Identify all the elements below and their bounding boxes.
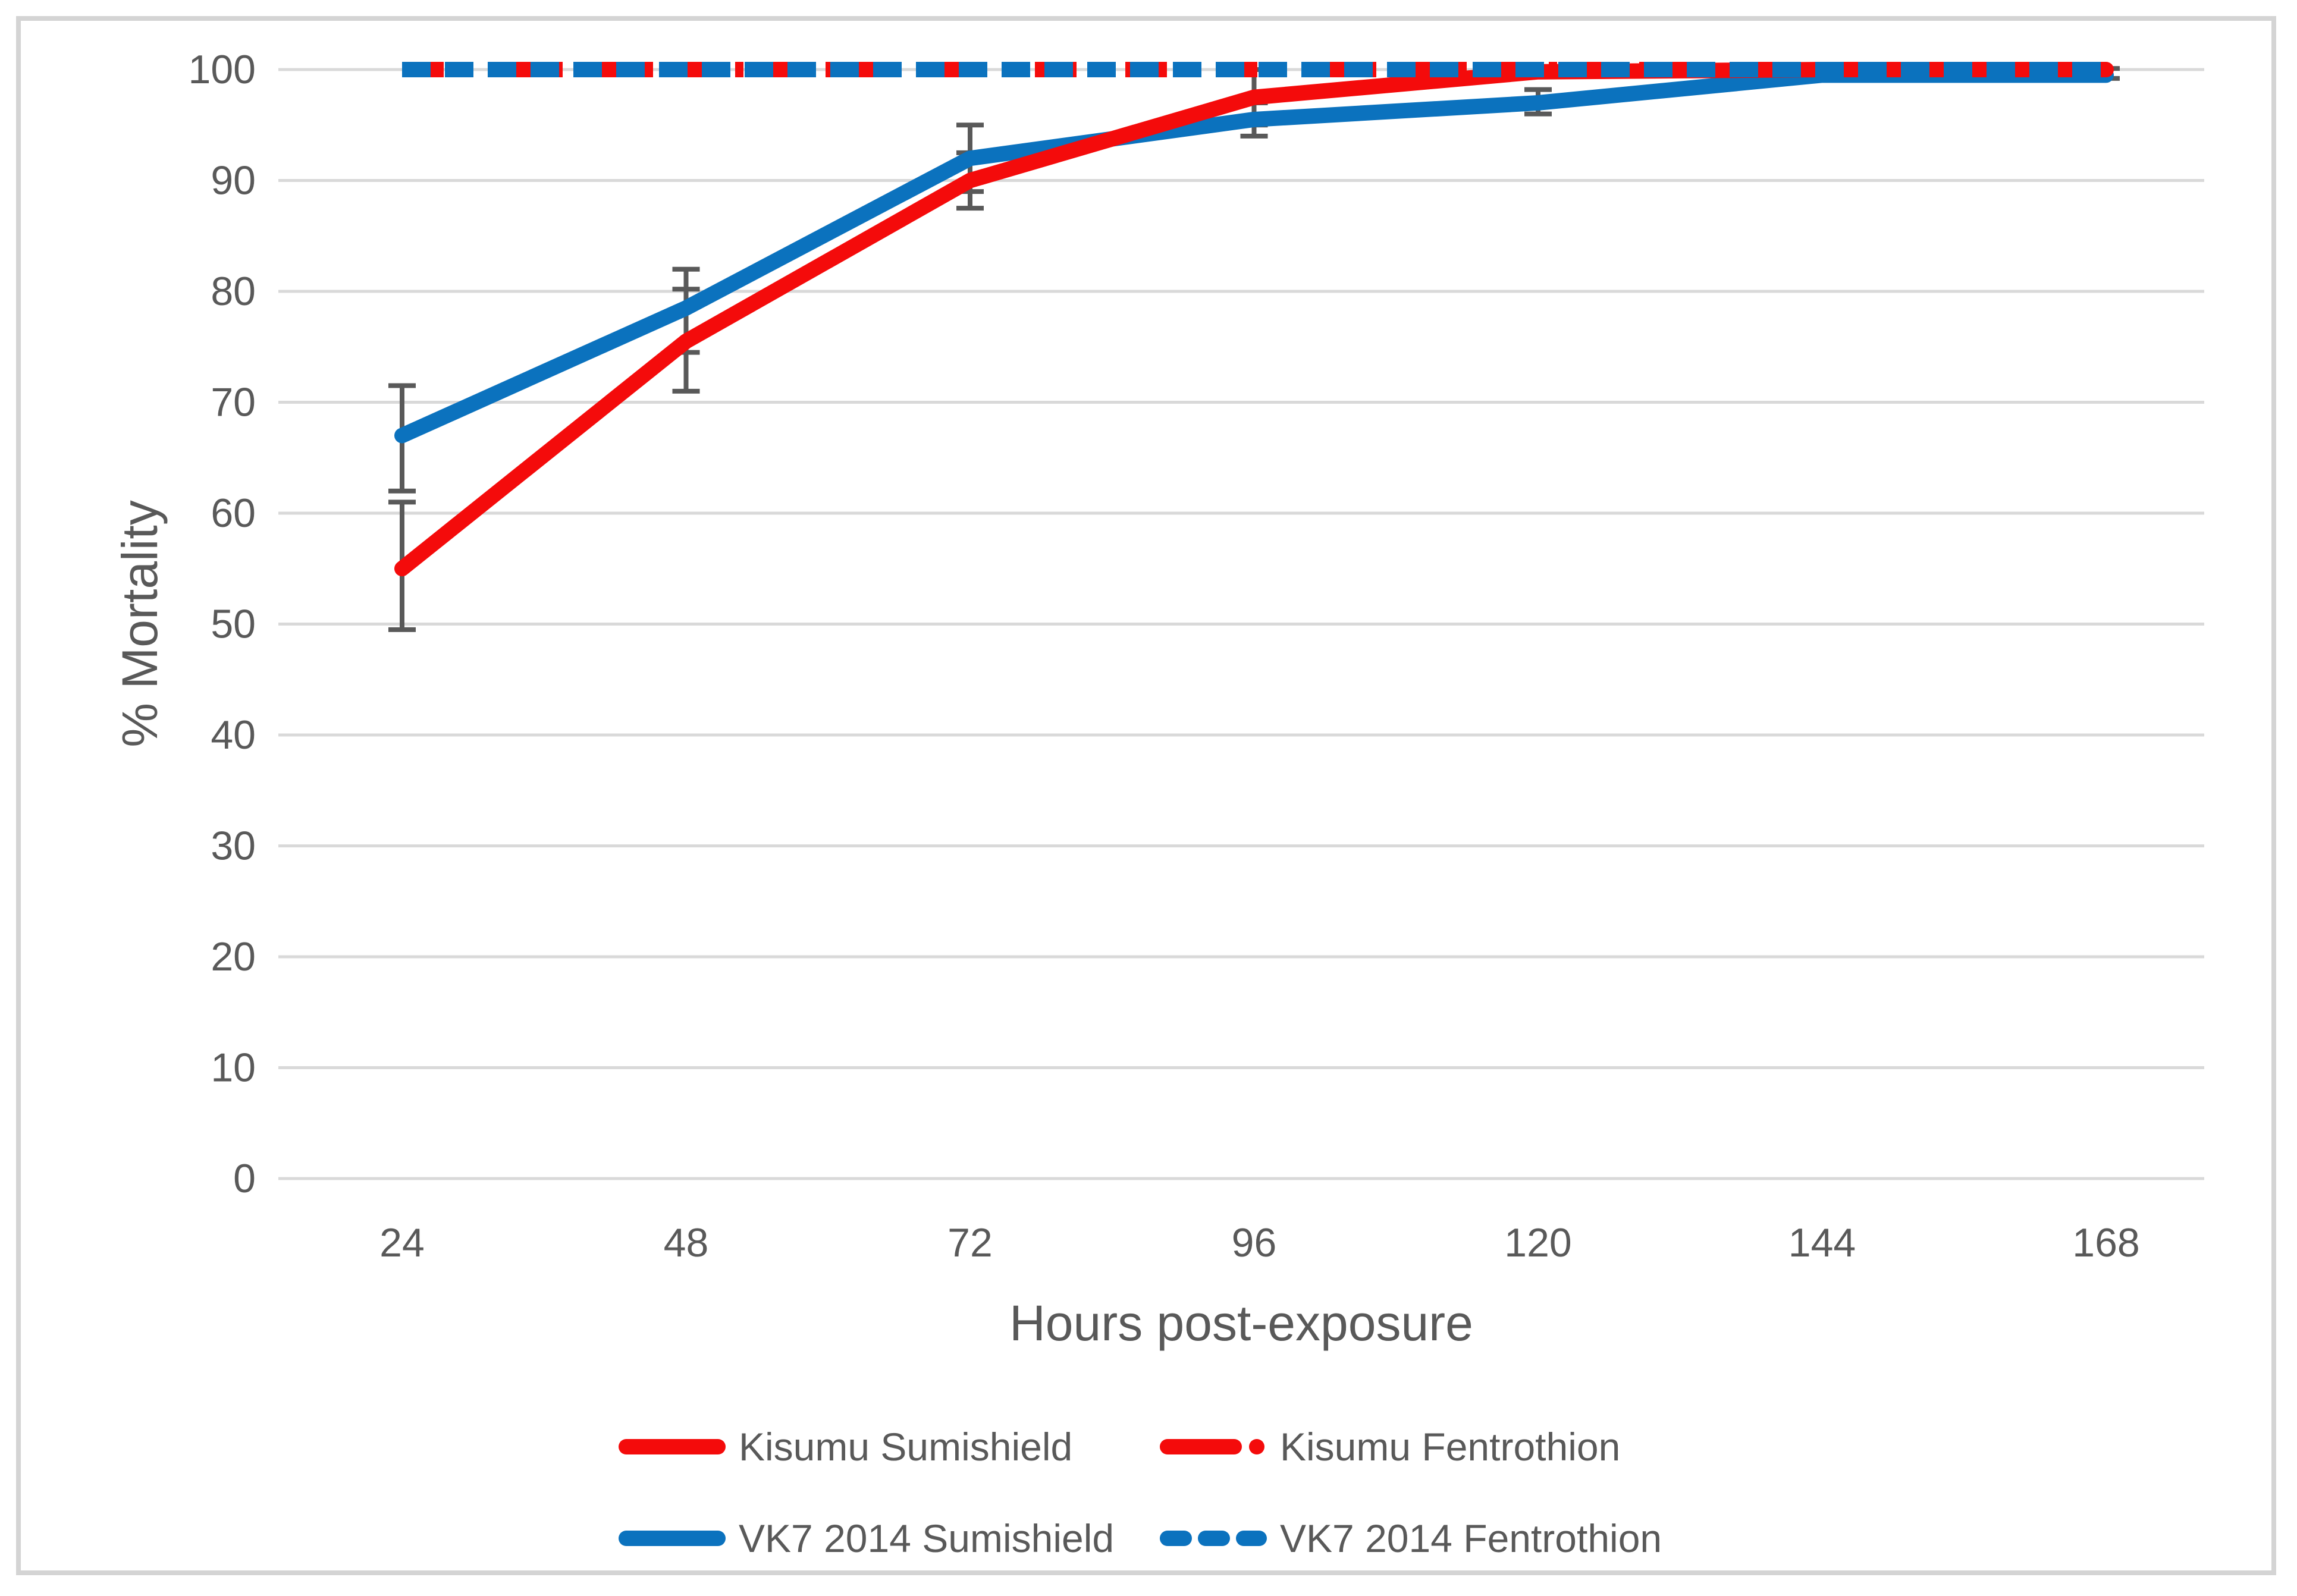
legend-item-kisumu-sumishield: Kisumu Sumishield (619, 1424, 1160, 1469)
solid-line-swatch-icon (619, 1531, 726, 1546)
legend-label: Kisumu Sumishield (739, 1425, 1073, 1469)
y-tick-label-10: 10 (211, 1045, 256, 1091)
gridlines (278, 68, 2204, 1180)
legend-label: VK7 2014 Sumishield (739, 1516, 1115, 1560)
legend-label: VK7 2014 Fentrothion (1280, 1516, 1662, 1560)
x-tick-label-144: 144 (1788, 1220, 1856, 1265)
dash-dot-line-swatch-icon (1160, 1439, 1264, 1454)
y-tick-label-40: 40 (211, 712, 256, 758)
legend-item-vk7-2014-fentrothion: VK7 2014 Fentrothion (1160, 1516, 1662, 1561)
error-bars (388, 66, 2120, 632)
legend: Kisumu Sumishield Kisumu Fentrothion VK7 2… (619, 1424, 1662, 1561)
y-tick-label-30: 30 (211, 824, 256, 869)
x-tick-label-120: 120 (1504, 1220, 1571, 1265)
y-tick-label-70: 70 (211, 380, 256, 425)
y-tick-label-100: 100 (189, 47, 256, 92)
swatch-dot (1249, 1439, 1264, 1454)
data-series (394, 62, 2114, 577)
x-tick-label-168: 168 (2072, 1220, 2139, 1265)
y-tick-label-50: 50 (211, 602, 256, 647)
x-tick-label-48: 48 (664, 1220, 709, 1265)
y-tick-label-60: 60 (211, 491, 256, 536)
dashed-line-swatch-icon (1160, 1531, 1267, 1546)
y-tick-label-20: 20 (211, 934, 256, 979)
legend-label: Kisumu Fentrothion (1280, 1425, 1621, 1469)
x-axis-tick-labels: 24 48 72 96 120 144 168 (379, 1220, 2140, 1265)
y-tick-label-0: 0 (233, 1156, 256, 1201)
x-tick-label-72: 72 (947, 1220, 993, 1265)
x-tick-label-96: 96 (1232, 1220, 1277, 1265)
x-axis-title: Hours post-exposure (1009, 1295, 1473, 1351)
y-axis-title: % Mortality (112, 500, 168, 747)
x-tick-label-24: 24 (379, 1220, 425, 1265)
y-tick-label-80: 80 (211, 269, 256, 314)
solid-line-swatch-icon (619, 1439, 726, 1454)
y-tick-label-90: 90 (211, 158, 256, 203)
legend-item-vk7-2014-sumishield: VK7 2014 Sumishield (619, 1516, 1160, 1561)
y-axis-tick-labels: 0 10 20 30 40 50 60 70 80 90 100 (189, 47, 256, 1201)
legend-item-kisumu-fentrothion: Kisumu Fentrothion (1160, 1424, 1662, 1469)
